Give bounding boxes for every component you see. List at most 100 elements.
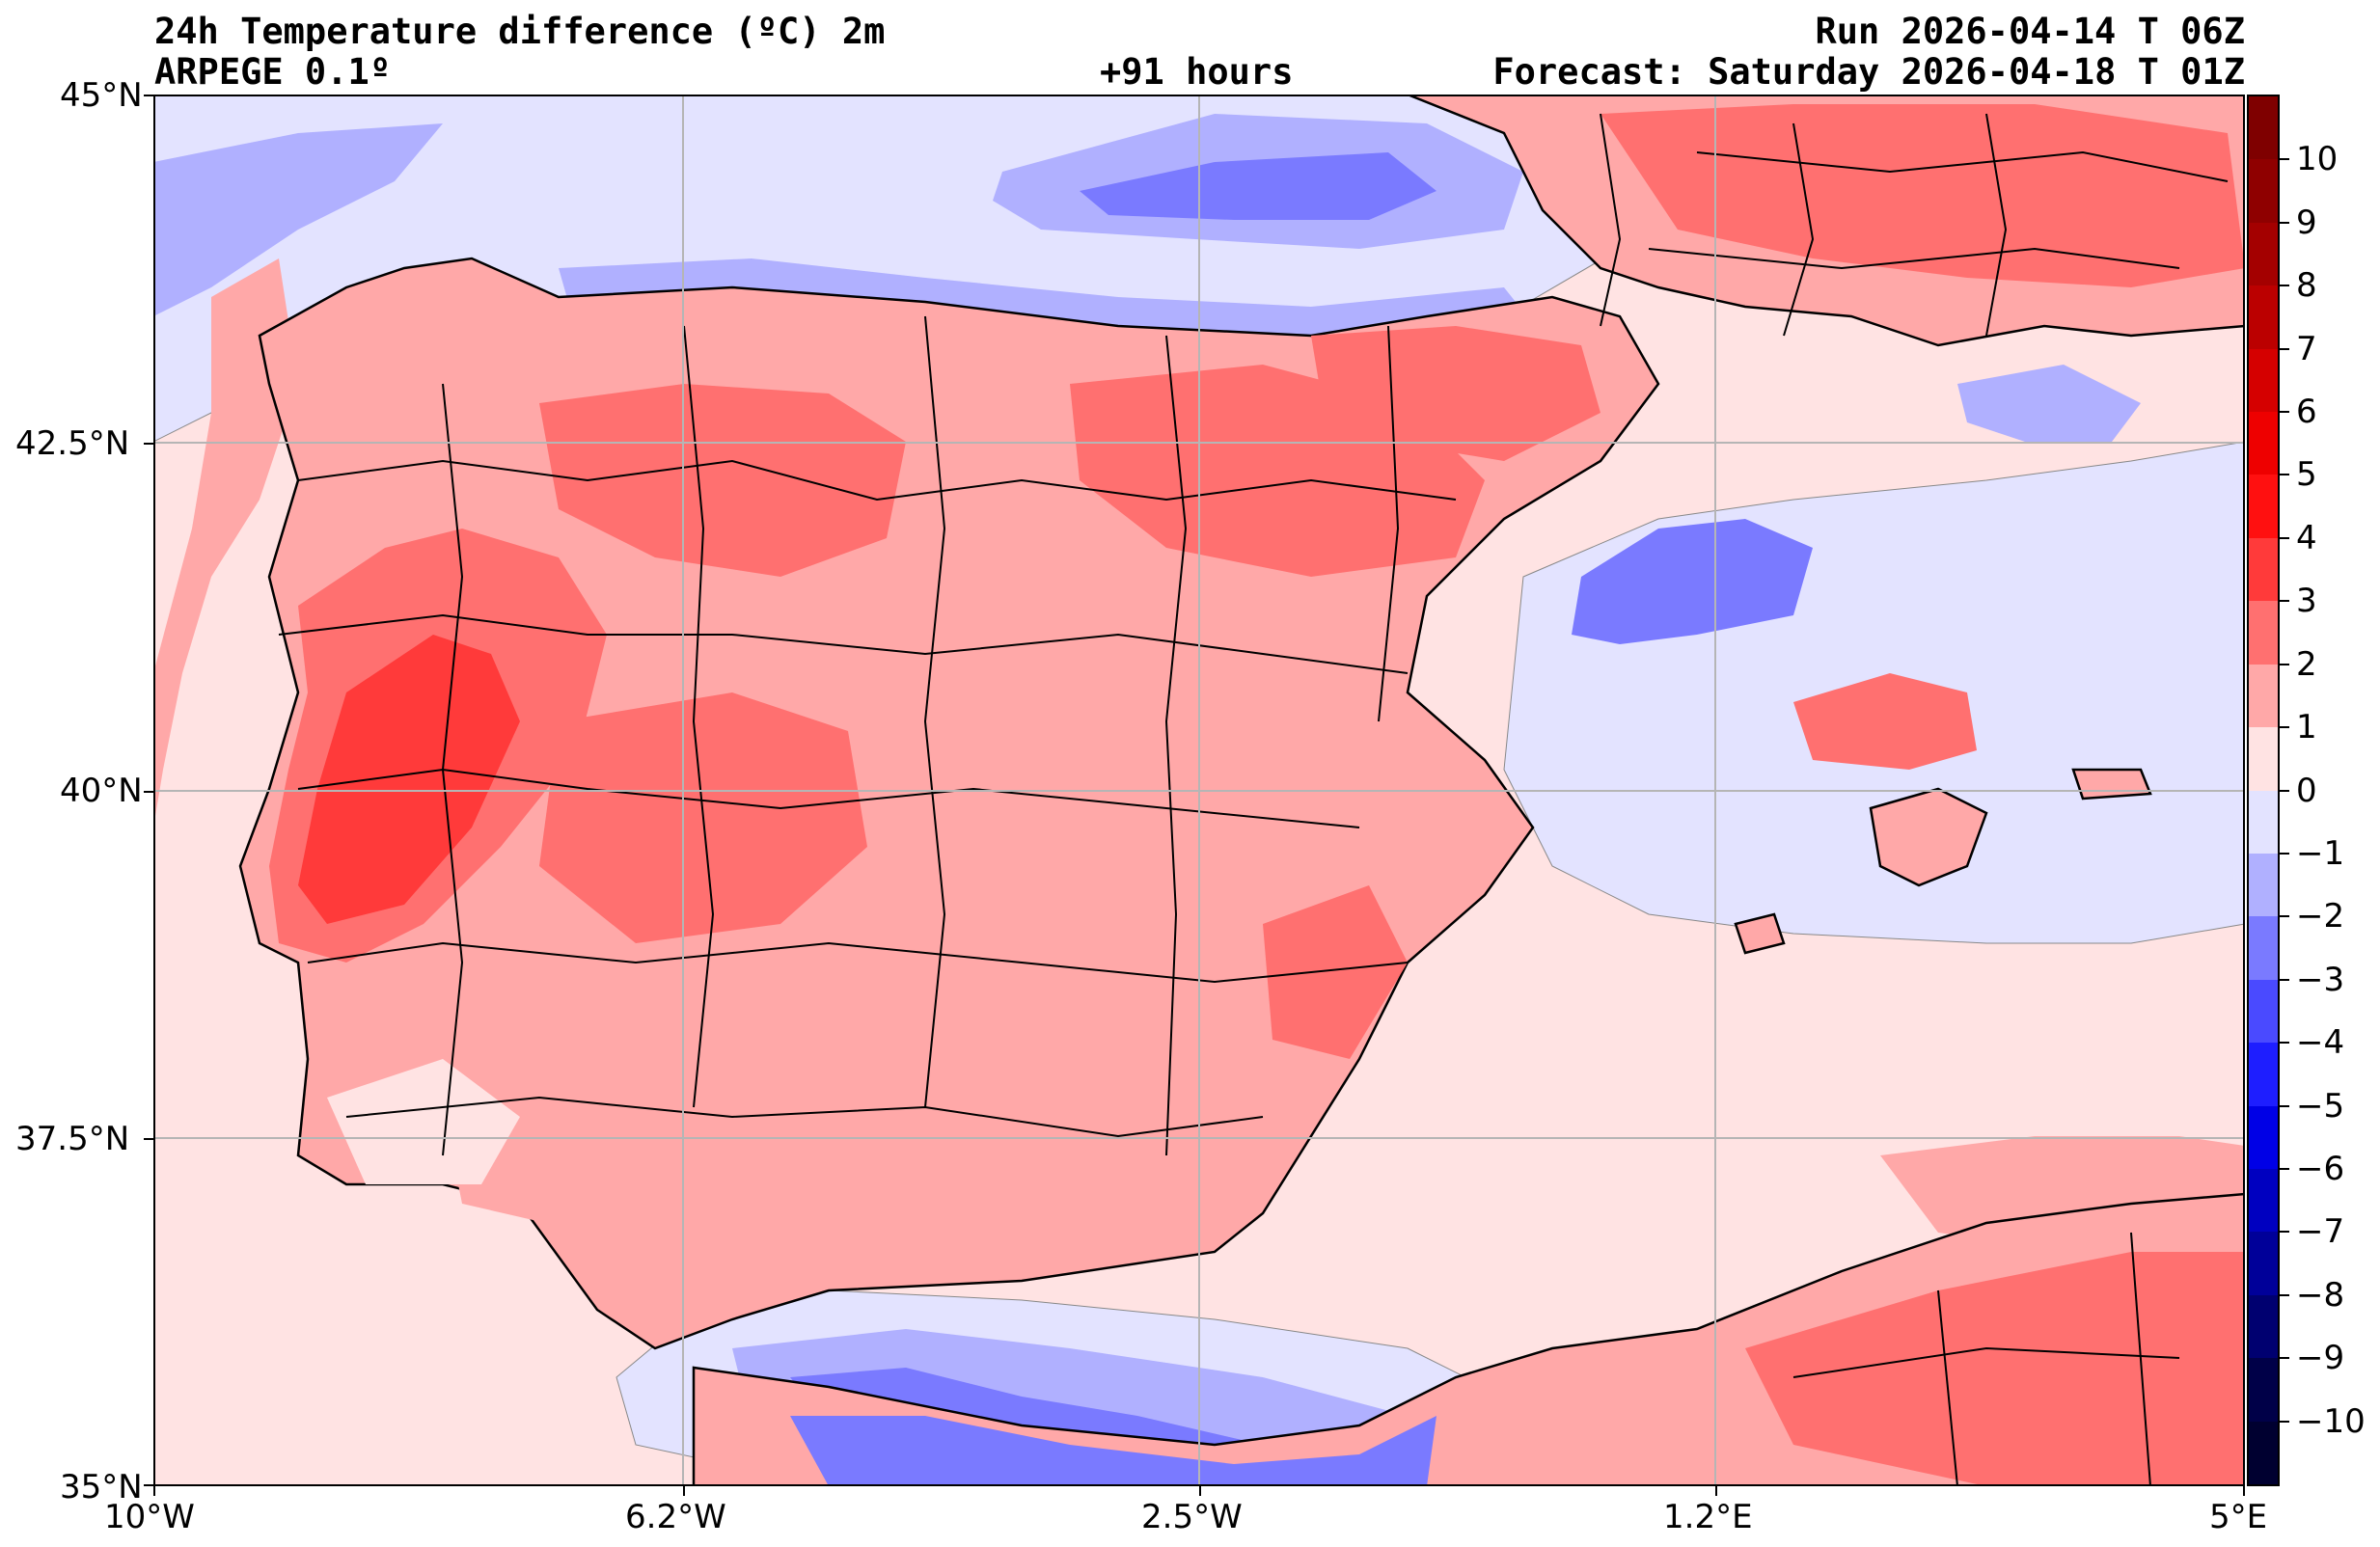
lat-label: 37.5°N	[15, 1120, 130, 1158]
andalusia-pale	[327, 1059, 520, 1184]
colorbar-tick	[2280, 411, 2289, 414]
lat-tick	[144, 443, 153, 445]
colorbar-tick	[2280, 1104, 2289, 1107]
balearic-islands	[1734, 768, 2152, 955]
med-warm-patch	[1793, 673, 1977, 770]
lon-tick	[2243, 1486, 2245, 1496]
colorbar-label: 1	[2296, 708, 2317, 747]
colorbar-tick	[2280, 285, 2289, 287]
colorbar-tick	[2280, 1293, 2289, 1296]
colorbar-band	[2249, 1421, 2278, 1484]
atlantic-warm-band	[153, 258, 298, 828]
colorbar-tick	[2280, 726, 2289, 729]
portugal-hot-core	[298, 635, 520, 924]
province-borders	[278, 113, 2229, 1486]
colorbar-band	[2249, 537, 2278, 603]
colorbar-label: 2	[2296, 644, 2317, 684]
colorbar-tick	[2280, 1167, 2289, 1170]
colorbar-tick	[2280, 915, 2289, 918]
colorbar-band	[2249, 348, 2278, 414]
temperature-map[interactable]	[153, 95, 2245, 1486]
colorbar-band	[2249, 727, 2278, 792]
colorbar-tick	[2280, 1231, 2289, 1234]
colorbar-label: −7	[2296, 1212, 2345, 1252]
lat-label: 40°N	[60, 772, 143, 810]
colorbar-label: 0	[2296, 771, 2317, 810]
lon-tick	[1199, 1486, 1201, 1496]
murcia-hot	[1263, 885, 1408, 1059]
ebro-hot	[1311, 326, 1600, 461]
colorbar-band	[2249, 412, 2278, 476]
colorbar-tick	[2280, 221, 2289, 224]
model-label: ARPEGE 0.1º	[154, 51, 392, 93]
colorbar-tick	[2280, 347, 2289, 350]
colorbar-label: 8	[2296, 266, 2317, 306]
lon-tick	[153, 1486, 155, 1496]
colorbar-label: −10	[2296, 1401, 2366, 1441]
colorbar-tick	[2280, 852, 2289, 855]
mallorca	[1869, 787, 1988, 887]
lat-label: 45°N	[60, 76, 143, 115]
colorbar-label: −9	[2296, 1339, 2345, 1378]
colorbar-label: 4	[2296, 518, 2317, 557]
valencia-gulf-cold	[1572, 519, 1813, 644]
africa-hot	[1745, 1252, 2245, 1486]
colorbar-band	[2249, 475, 2278, 539]
colorbar-tick	[2280, 789, 2289, 792]
colorbar-label: 3	[2296, 582, 2317, 621]
lat-label: 42.5°N	[15, 424, 130, 463]
lat-label: 35°N	[60, 1468, 143, 1506]
colorbar-band	[2249, 222, 2278, 287]
colorbar-band	[2249, 1294, 2278, 1360]
colorbar-label: −6	[2296, 1149, 2345, 1188]
lon-label: 5°E	[2209, 1498, 2268, 1536]
colorbar-tick	[2280, 978, 2289, 981]
ibiza	[1734, 912, 1786, 955]
central-hot-1	[539, 384, 906, 577]
lat-tick	[144, 1484, 153, 1486]
colorbar-tick	[2280, 474, 2289, 476]
colorbar-band	[2249, 285, 2278, 350]
biscay-cool-zone-2	[153, 123, 443, 316]
colorbar-label: −3	[2296, 960, 2345, 999]
africa-cool-coast	[790, 1416, 1436, 1486]
balearic-cool	[1957, 365, 2141, 442]
menorca	[2071, 768, 2152, 801]
run-label: Run 2026-04-14 T 06Z	[1815, 11, 2245, 52]
colorbar-label: −5	[2296, 1086, 2345, 1126]
biscay-coast-cool	[559, 258, 1543, 350]
colorbar-tick	[2280, 158, 2289, 161]
colorbar-band	[2249, 1358, 2278, 1423]
gridlines	[153, 95, 2245, 1486]
colorbar-band	[2249, 96, 2278, 161]
colorbar-tick	[2280, 1357, 2289, 1360]
colorbar-band	[2249, 853, 2278, 918]
colorbar-band	[2249, 601, 2278, 665]
colorbar-label: 10	[2296, 140, 2339, 179]
colorbar-band	[2249, 1105, 2278, 1170]
colorbar-band	[2249, 1168, 2278, 1234]
lon-tick	[1715, 1486, 1717, 1496]
colorbar-label: −8	[2296, 1275, 2345, 1315]
forecast-label: Forecast: Saturday 2026-04-18 T 01Z	[1492, 51, 2245, 93]
colorbar-tick	[2280, 1042, 2289, 1045]
lat-tick	[144, 95, 153, 96]
colorbar-band	[2249, 916, 2278, 981]
map-svg	[153, 95, 2245, 1486]
colorbar-label: −4	[2296, 1023, 2345, 1063]
lat-tick	[144, 791, 153, 793]
france-hot	[1600, 104, 2245, 287]
lon-label: 1.2°E	[1663, 1498, 1753, 1536]
colorbar-band	[2249, 1043, 2278, 1107]
colorbar-band	[2249, 1232, 2278, 1296]
lon-label: 10°W	[104, 1498, 195, 1536]
biscay-cold-core	[1080, 152, 1436, 220]
lon-tick	[683, 1486, 685, 1496]
colorbar-tick	[2280, 663, 2289, 665]
colorbar-label: −1	[2296, 833, 2345, 873]
lead-time-label: +91 hours	[1100, 51, 1294, 93]
chart-title: 24h Temperature difference (ºC) 2m	[154, 11, 886, 52]
colorbar-band	[2249, 979, 2278, 1045]
lon-label: 2.5°W	[1141, 1498, 1243, 1536]
colorbar-label: 6	[2296, 393, 2317, 432]
